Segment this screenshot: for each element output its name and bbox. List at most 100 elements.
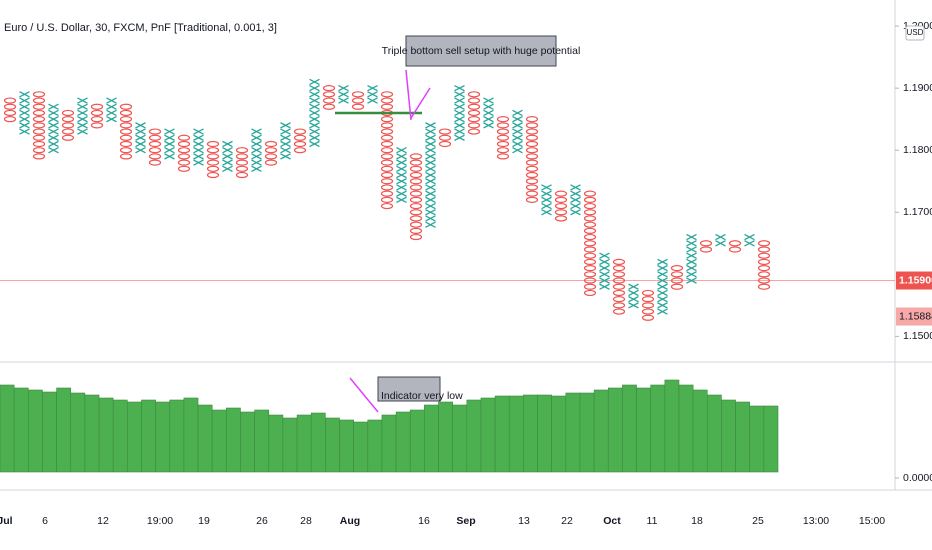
annotation-arrow: [405, 69, 412, 121]
bar: [494, 395, 510, 473]
bar: [706, 394, 722, 473]
o-column: [61, 109, 75, 141]
o-column: [670, 265, 684, 290]
x-tick-label: 19:00: [147, 515, 173, 527]
last-price-label: 1.15900: [899, 274, 932, 286]
bar: [551, 395, 567, 473]
bar: [226, 407, 241, 473]
bar: [240, 411, 255, 473]
x-column: [164, 128, 175, 160]
o-column: [264, 140, 278, 166]
annotation: Triple bottom sell setup with huge poten…: [382, 45, 581, 57]
y-tick-label: 1.15000: [903, 330, 932, 342]
bar: [211, 409, 227, 473]
o-column: [351, 91, 365, 110]
bar: [70, 392, 86, 473]
o-column: [525, 116, 539, 203]
bar: [763, 405, 779, 473]
bar: [678, 384, 694, 473]
bar: [197, 404, 213, 473]
x-column: [744, 233, 755, 247]
bar: [593, 389, 609, 473]
x-column: [454, 84, 465, 141]
bar: [664, 379, 680, 473]
x-column: [19, 91, 30, 135]
x-column: [48, 103, 59, 154]
o-column: [409, 153, 423, 241]
y-tick-label: 0.00000: [903, 472, 932, 484]
o-column: [119, 103, 133, 160]
bar: [183, 397, 199, 473]
bar: [381, 414, 397, 473]
bar: [155, 401, 171, 473]
bar: [112, 399, 128, 473]
x-column: [251, 128, 262, 172]
o-column: [32, 91, 46, 160]
o-column: [699, 240, 713, 253]
x-column: [396, 147, 407, 204]
x-column: [715, 233, 726, 247]
x-column: [686, 233, 697, 284]
bar: [282, 417, 298, 473]
x-tick-label: 13: [518, 515, 530, 527]
x-column: [657, 258, 668, 315]
x-column: [628, 283, 639, 309]
o-column: [148, 128, 162, 166]
x-tick-label: 19: [198, 515, 210, 527]
bar: [310, 412, 326, 473]
bar: [622, 384, 637, 473]
bar: [537, 394, 552, 473]
bar: [254, 409, 270, 473]
bar: [56, 387, 72, 473]
o-column: [235, 147, 249, 179]
currency-box[interactable]: [905, 25, 925, 41]
annotation-box: [377, 376, 441, 402]
bar: [339, 419, 354, 473]
bar: [325, 417, 340, 473]
bar: [438, 401, 453, 473]
y-tick-label: 1.19000: [903, 82, 932, 94]
bar: [523, 394, 538, 473]
x-tick-label: 16: [418, 515, 430, 527]
bar: [579, 392, 595, 473]
o-column: [554, 190, 568, 222]
x-column: [77, 97, 88, 135]
annotation-arrow: [349, 377, 379, 413]
bar: [721, 399, 736, 473]
secondary-price-label: 1.15884: [899, 310, 932, 322]
x-tick-label: 12: [97, 515, 109, 527]
bar: [296, 414, 312, 473]
y-tick-label: 1.17000: [903, 206, 932, 218]
x-tick-label: 22: [561, 515, 573, 527]
bar: [636, 387, 651, 473]
x-column: [425, 122, 436, 228]
currency: USD: [907, 28, 924, 37]
x-column: [512, 109, 523, 154]
x-column: [599, 252, 610, 290]
bar: [27, 389, 43, 473]
bar: [353, 421, 369, 473]
bar: [650, 384, 666, 473]
o-column: [467, 91, 481, 135]
secondary-price-tag: [896, 307, 932, 326]
o-column: [380, 91, 394, 210]
x-column: [193, 128, 204, 166]
bar: [84, 394, 100, 473]
x-tick-label: 28: [300, 515, 312, 527]
x-tick-label: Sep: [456, 515, 475, 527]
bar: [735, 401, 751, 473]
o-column: [322, 85, 336, 110]
x-tick-label: Jul: [0, 515, 13, 527]
bar: [452, 404, 468, 473]
annotation-box: [405, 35, 557, 67]
o-column: [90, 103, 104, 129]
x-column: [222, 140, 233, 172]
x-tick-label: 15:00: [859, 515, 885, 527]
x-column: [309, 78, 320, 148]
annotation: Indicator very low: [381, 390, 463, 402]
indicator-pane: Indicator very low: [0, 376, 779, 473]
chart-title: Euro / U.S. Dollar, 30, FXCM, PnF [Tradi…: [4, 22, 277, 34]
o-column: [293, 128, 307, 154]
bar: [0, 384, 15, 473]
bar: [98, 397, 114, 473]
